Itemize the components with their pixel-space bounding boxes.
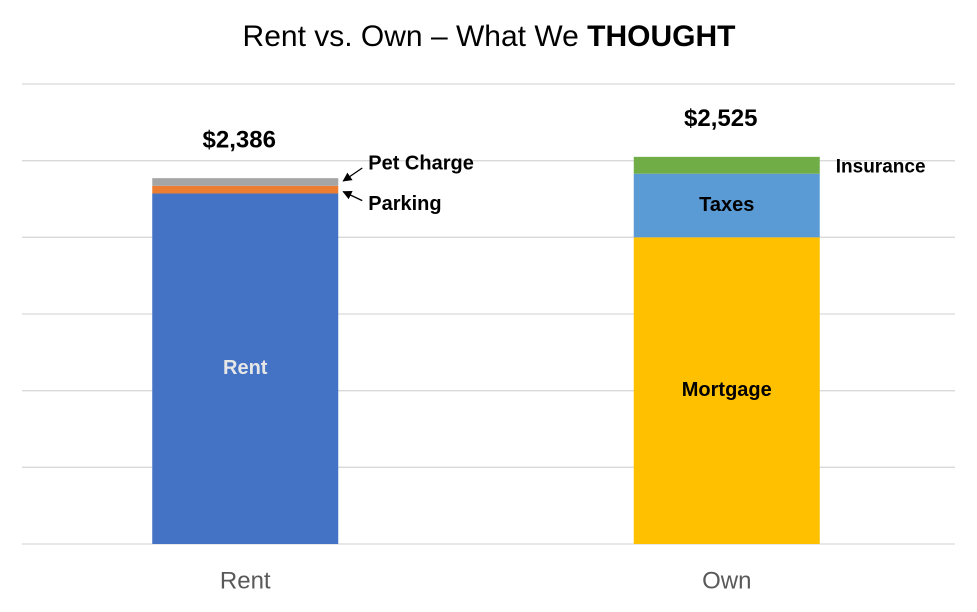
bar-segment — [152, 193, 339, 545]
bar-segment — [152, 178, 339, 186]
label-arrow — [342, 191, 363, 202]
segment-label: Taxes — [699, 194, 754, 216]
total-label: $2,525 — [684, 105, 757, 132]
segment-label: Mortgage — [682, 379, 772, 401]
segment-label: Rent — [223, 357, 268, 379]
x-tick-label: Rent — [220, 567, 271, 594]
bar-segment — [633, 237, 820, 545]
bar-segment — [633, 156, 820, 174]
label-arrow — [342, 167, 363, 182]
segment-label: Insurance — [836, 156, 926, 177]
segment-label: Parking — [368, 193, 441, 215]
total-label: $2,386 — [203, 126, 276, 153]
title-text: Rent vs. Own – What We — [243, 20, 579, 53]
x-tick-label: Own — [702, 567, 751, 594]
title-emphasis: THOUGHT — [587, 20, 735, 53]
bar-segment — [633, 173, 820, 238]
segment-label: Pet Charge — [368, 152, 474, 174]
chart-title: Rent vs. Own – What We THOUGHT — [243, 20, 736, 53]
bar-segment — [152, 185, 339, 194]
